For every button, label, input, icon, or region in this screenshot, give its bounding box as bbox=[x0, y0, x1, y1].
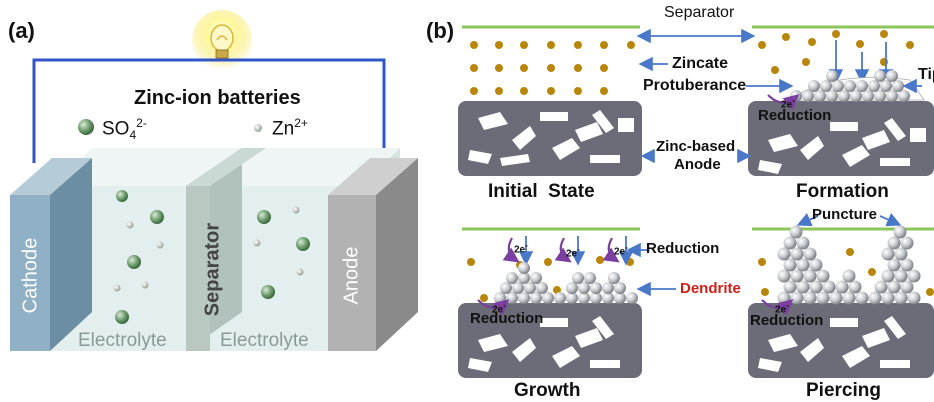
legend-sulfate-sub: 4 bbox=[129, 128, 137, 143]
zinc-ions bbox=[113, 124, 304, 292]
legend-sulfate-sup: 2- bbox=[136, 116, 147, 130]
stage-piercing-label: Piercing bbox=[806, 380, 881, 401]
electron-label-piercing: 2e- bbox=[775, 300, 789, 315]
anode-block-growth bbox=[458, 303, 642, 378]
anode-block-initial bbox=[458, 101, 642, 176]
anode-annotation-line1: Zinc-based bbox=[656, 138, 736, 155]
panel-a-label: (a) bbox=[8, 18, 35, 43]
legend-zinc-base: Zn bbox=[272, 118, 295, 140]
deposition-arrows-growth bbox=[518, 236, 634, 266]
label-arrows bbox=[626, 28, 922, 297]
electron-label-growth-1-base: 2e bbox=[514, 244, 526, 256]
electron-label-piercing-base: 2e bbox=[775, 304, 787, 316]
electron-label-formation: 2e- bbox=[781, 95, 795, 110]
protuberance-annotation: Protuberance bbox=[643, 77, 747, 94]
zincate-annotation: Zincate bbox=[672, 55, 729, 72]
legend-sulfate-base: SO bbox=[102, 118, 130, 140]
battery-panel bbox=[10, 10, 418, 351]
electron-label-growth-bottom: 2e- bbox=[492, 300, 506, 315]
separator-label-vertical: Separator bbox=[201, 222, 224, 317]
panel-b-label: (b) bbox=[426, 18, 455, 43]
tip-annotation: Tip bbox=[918, 66, 934, 83]
anode-electrode bbox=[328, 158, 418, 351]
zinc-deposit-growth bbox=[494, 262, 638, 304]
electron-label-growth-3: 2e- bbox=[614, 242, 628, 257]
separator-annotation: Separator bbox=[664, 4, 735, 21]
electron-label-growth-2-base: 2e bbox=[566, 248, 578, 260]
stage-growth-label: Growth bbox=[514, 380, 581, 401]
legend-sulfate: SO42- bbox=[102, 116, 147, 142]
electron-label-growth-1-sup: - bbox=[525, 240, 528, 250]
dendrite-annotation: Dendrite bbox=[680, 280, 741, 297]
anode-block-formation bbox=[748, 101, 934, 176]
electron-label-formation-base: 2e bbox=[781, 99, 793, 111]
reduction-piercing: Reduction bbox=[750, 312, 824, 329]
electron-label-growth-bottom-base: 2e bbox=[492, 304, 504, 316]
zincate-ions-formation bbox=[758, 30, 914, 74]
stage-initial-label: Initial State bbox=[488, 181, 595, 202]
stage-formation-label: Formation bbox=[796, 181, 889, 202]
electron-transfer-arcs bbox=[477, 94, 800, 316]
electron-label-piercing-sup: - bbox=[786, 300, 789, 310]
legend-zinc-sup: 2+ bbox=[294, 116, 308, 130]
zincate-ions-initial bbox=[470, 41, 635, 95]
electron-label-growth-3-base: 2e bbox=[614, 246, 626, 258]
electron-label-growth-2: 2e- bbox=[566, 244, 580, 259]
cathode-label: Cathode bbox=[19, 237, 42, 314]
reduction-growth-right: Reduction bbox=[646, 240, 720, 257]
battery-title: Zinc-ion batteries bbox=[134, 87, 301, 109]
cathode-electrode bbox=[10, 158, 92, 351]
reduction-growth-bottom: Reduction bbox=[470, 310, 544, 327]
anode-annotation-line2: Anode bbox=[674, 156, 721, 173]
light-bulb-icon bbox=[192, 10, 252, 70]
electrolyte-right-label: Electrolyte bbox=[220, 330, 309, 351]
sulfate-ions bbox=[78, 119, 310, 324]
zinc-deposit-formation bbox=[788, 70, 925, 102]
reduction-formation: Reduction bbox=[758, 107, 832, 124]
legend-zinc: Zn2+ bbox=[272, 116, 308, 140]
separator-wall bbox=[186, 186, 210, 351]
electron-label-formation-sup: - bbox=[792, 95, 795, 105]
electron-label-growth-1: 2e- bbox=[514, 240, 528, 255]
zincate-ions-piercing bbox=[758, 248, 934, 296]
electron-label-growth-3-sup: - bbox=[625, 242, 628, 252]
external-wire bbox=[32, 58, 386, 163]
anode-label: Anode bbox=[340, 246, 363, 305]
electrolyte-left-label: Electrolyte bbox=[78, 330, 167, 351]
puncture-annotation: Puncture bbox=[812, 206, 878, 223]
anode-block-piercing bbox=[748, 303, 934, 378]
zinc-dendrite-piercing bbox=[777, 225, 921, 305]
electron-label-growth-2-sup: - bbox=[577, 244, 580, 254]
electron-label-growth-bottom-sup: - bbox=[503, 300, 506, 310]
